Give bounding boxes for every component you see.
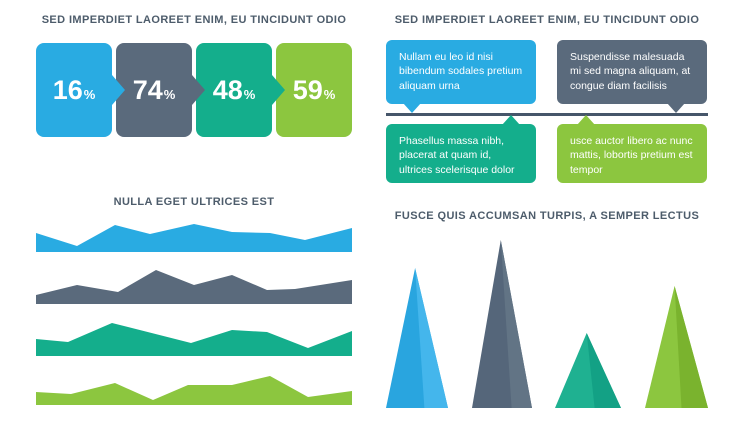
percent-sign: %	[323, 86, 336, 102]
percent-sign: %	[83, 86, 96, 102]
triangle-peak-blue	[386, 268, 448, 408]
area-band-slate	[36, 270, 352, 304]
ridge-section-title: NULLA EGET ULTRICES EST	[113, 196, 275, 208]
step-value-group: 16%	[52, 74, 96, 105]
process-step-1: 16%	[36, 43, 125, 137]
process-section-title: SED IMPERDIET LAOREET ENIM, EU TINCIDUNT…	[41, 14, 347, 26]
percent-sign: %	[163, 86, 176, 102]
percent-sign: %	[243, 86, 256, 102]
process-steps-row: 16% 74% 48% 59%	[36, 43, 352, 137]
peaks-section-title: FUSCE QUIS ACCUMSAN TURPIS, A SEMPER LEC…	[394, 210, 700, 222]
callout-bubble-1: Nullam eu leo id nisi bibendum sodales p…	[386, 40, 536, 113]
step-value-group: 59%	[292, 74, 336, 105]
speech-tail-icon	[502, 115, 520, 125]
callout-text: Suspendisse malesuada mi sed magna aliqu…	[570, 51, 691, 92]
step-value: 59	[292, 74, 323, 105]
horizontal-divider	[386, 113, 708, 116]
speech-tail-icon	[403, 103, 421, 113]
process-step-4: 59%	[276, 43, 352, 137]
arrow-right-icon	[272, 75, 285, 105]
triangle-peak-slate	[471, 240, 532, 408]
area-band-teal	[36, 323, 352, 356]
step-value-group: 48%	[212, 74, 256, 105]
area-band-blue	[36, 224, 352, 252]
triangle-peak-lime	[644, 286, 708, 408]
area-band-lime	[36, 376, 352, 405]
triangle-peaks-row	[386, 238, 708, 408]
step-value: 48	[212, 74, 243, 105]
step-value: 74	[132, 74, 163, 105]
callout-bubble-4: usce auctor libero ac nunc mattis, lobor…	[557, 115, 707, 183]
arrow-right-icon	[192, 75, 205, 105]
callout-text: usce auctor libero ac nunc mattis, lobor…	[570, 135, 693, 176]
callout-text: Nullam eu leo id nisi bibendum sodales p…	[399, 51, 523, 92]
callout-bubble-3: Phasellus massa nibh, placerat at quam i…	[386, 115, 536, 183]
arrow-right-icon	[112, 75, 125, 105]
callout-bubble-2: Suspendisse malesuada mi sed magna aliqu…	[557, 40, 707, 113]
callout-text: Phasellus massa nibh, placerat at quam i…	[399, 135, 515, 176]
callouts-section-title: SED IMPERDIET LAOREET ENIM, EU TINCIDUNT…	[394, 14, 700, 26]
process-step-2: 74%	[116, 43, 205, 137]
step-value: 16	[52, 74, 83, 105]
step-value-group: 74%	[132, 74, 176, 105]
speech-tail-icon	[667, 103, 685, 113]
triangle-peak-teal	[555, 333, 622, 408]
process-step-3: 48%	[196, 43, 285, 137]
speech-tail-icon	[577, 115, 595, 125]
